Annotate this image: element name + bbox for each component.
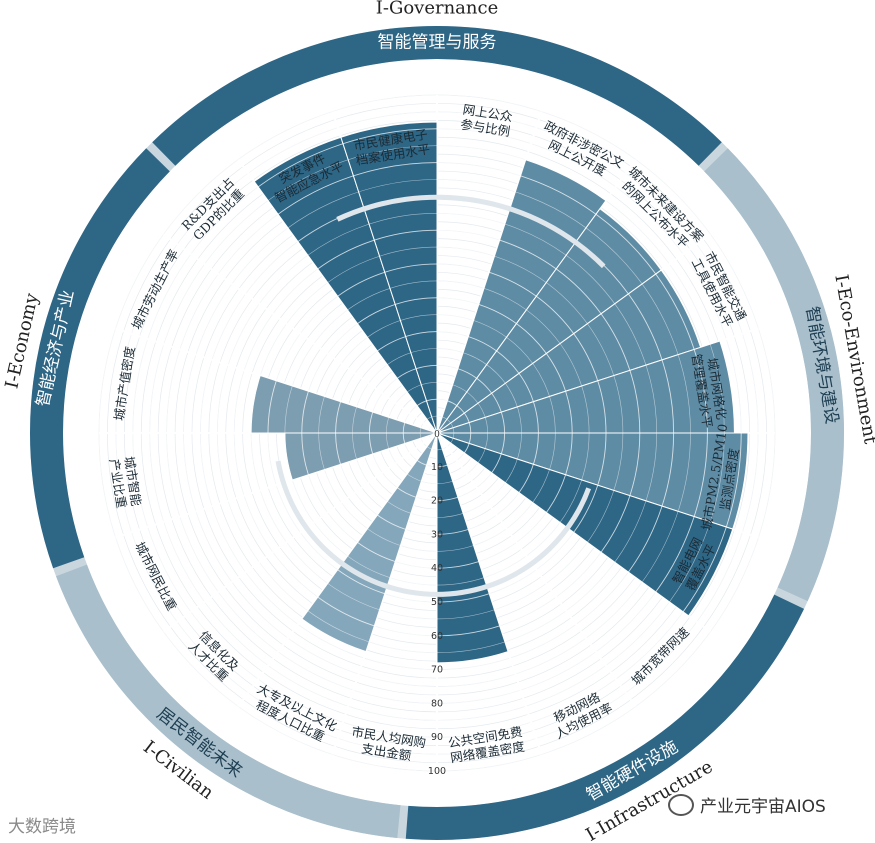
grid-ring-overlay — [385, 381, 488, 484]
r-tick-label: 40 — [431, 563, 443, 574]
r-tick-label: 60 — [431, 631, 443, 642]
bar-band — [491, 392, 502, 413]
dimension-name-1: 智能管理与服务 — [378, 33, 497, 53]
r-tick-label: 90 — [431, 732, 443, 743]
grid-ring-overlay — [183, 179, 691, 687]
ring-segment-5 — [30, 148, 170, 569]
watermark-right: 产业元宇宙AIOS — [668, 792, 826, 817]
bar-band — [491, 453, 502, 474]
grid-ring-overlay — [369, 365, 505, 501]
grid-ring-overlay — [284, 280, 590, 586]
bar-band — [597, 433, 607, 486]
grid-ring-overlay — [217, 213, 657, 653]
watermark-left: 大数跨境 — [8, 817, 76, 837]
center-label: 0 — [434, 430, 440, 440]
bar-band — [597, 380, 607, 433]
grid-ring-overlay — [402, 398, 472, 468]
bar-band — [629, 370, 641, 433]
bar-band — [629, 433, 641, 496]
grid-ring-overlay — [318, 314, 556, 552]
grid-ring-overlay — [250, 246, 624, 620]
bar-band — [267, 380, 277, 433]
radial-tick-labels: 0 10 20 30 40 50 60 70 80 90 100 — [428, 430, 446, 777]
r-tick-label: 30 — [431, 529, 443, 540]
r-tick-label: 70 — [431, 665, 443, 676]
bar-band — [500, 433, 506, 455]
dimension-code-1: I-Governance — [376, 0, 498, 19]
bar-band — [337, 569, 385, 595]
bar-10 — [436, 432, 509, 664]
bar-band — [489, 271, 537, 297]
bar-band — [496, 350, 520, 374]
ring-segment-4 — [56, 564, 401, 839]
bar-band — [516, 323, 547, 354]
bar-12 — [301, 432, 438, 653]
bar-band — [437, 625, 500, 637]
wechat-icon — [668, 793, 694, 816]
bar-7 — [436, 432, 734, 617]
grid-ring-overlay — [132, 128, 742, 738]
r-tick-label: 100 — [428, 766, 446, 777]
grid-ring-overlay — [166, 162, 708, 704]
bar-band — [415, 364, 437, 370]
bar-band — [500, 411, 506, 433]
bar-band — [396, 487, 417, 498]
ring-segment-2 — [704, 148, 844, 602]
grid-ring-overlay — [335, 331, 539, 535]
bar-band — [374, 229, 437, 241]
r-tick-label: 80 — [431, 698, 443, 709]
grid-ring-overlay — [98, 94, 776, 772]
r-tick-label: 10 — [431, 462, 443, 473]
ring-segment-3 — [405, 594, 805, 840]
grid-ring-overlay — [419, 415, 455, 451]
grid-ring-overlay — [149, 145, 725, 721]
bar-band — [396, 368, 417, 379]
bar-band — [573, 333, 599, 381]
bar-band — [573, 485, 599, 533]
bar-band — [368, 433, 374, 455]
bar-band — [368, 411, 374, 433]
r-tick-label: 50 — [431, 597, 443, 608]
bar-band — [437, 496, 459, 502]
grid-ring-overlay — [233, 229, 641, 637]
grid-ring-overlay — [352, 348, 522, 518]
data-bars — [98, 94, 776, 772]
bar-band — [457, 368, 478, 379]
r-tick-label: 20 — [431, 496, 443, 507]
grid-ring-overlay — [267, 263, 607, 603]
bar-band — [437, 593, 490, 603]
grid-ring-overlay — [301, 297, 573, 569]
ring-segment-1 — [152, 25, 722, 166]
bar-band — [337, 271, 385, 297]
category-label-15: 城市智能产业比重 — [107, 455, 145, 510]
grid-ring-overlay — [115, 111, 759, 755]
bar-band — [384, 263, 437, 273]
